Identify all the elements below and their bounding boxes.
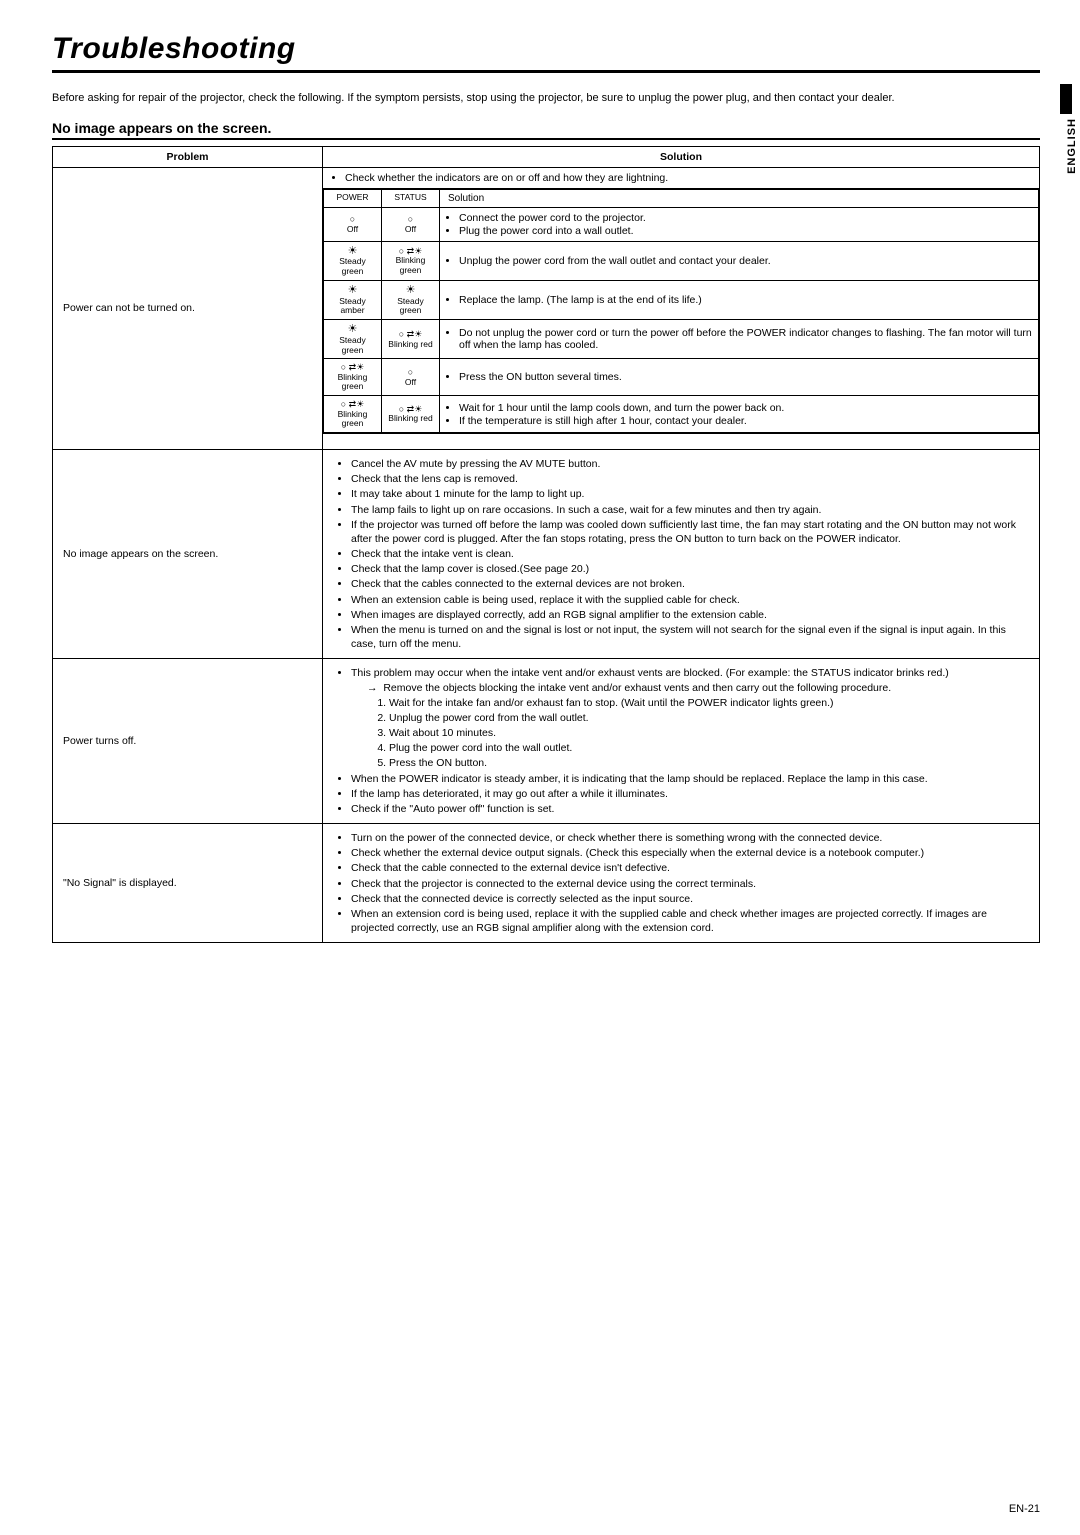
sol-r6-2: If the temperature is still high after 1… (459, 415, 1033, 427)
p4-i1: Turn on the power of the connected devic… (351, 831, 1029, 845)
ind-status-off: Off (382, 207, 440, 241)
ind-status-steadygreen: Steady green (382, 281, 440, 320)
solution-no-image: Cancel the AV mute by pressing the AV MU… (323, 450, 1040, 659)
hdr-status: STATUS (382, 189, 440, 207)
col-problem: Problem (53, 146, 323, 167)
p3-s5: Press the ON button. (389, 756, 1029, 770)
p3-s1: Wait for the intake fan and/or exhaust f… (389, 696, 1029, 710)
p3-b3: If the lamp has deteriorated, it may go … (351, 787, 1029, 801)
page-number: EN-21 (52, 1503, 1040, 1515)
sol-r6-1: Wait for 1 hour until the lamp cools dow… (459, 402, 1033, 414)
p2-i2: Check that the lens cap is removed. (351, 472, 1029, 486)
page-title: Troubleshooting (52, 32, 1040, 73)
hdr-power: POWER (324, 189, 382, 207)
p3-s4: Plug the power cord into the wall outlet… (389, 741, 1029, 755)
p4-i4: Check that the projector is connected to… (351, 877, 1029, 891)
sol-r2-1: Unplug the power cord from the wall outl… (459, 255, 1033, 267)
sol-do-not-unplug: Do not unplug the power cord or turn the… (440, 320, 1039, 359)
language-label: ENGLISH (1066, 118, 1078, 174)
p3-lead: This problem may occur when the intake v… (351, 666, 1029, 770)
p2-i4: The lamp fails to light up on rare occas… (351, 503, 1029, 517)
sol-r1-1: Connect the power cord to the projector. (459, 212, 1033, 224)
indicator-table: POWER STATUS Solution Off Off Connect th… (323, 189, 1039, 433)
sol-r4-1: Do not unplug the power cord or turn the… (459, 327, 1033, 351)
sol-wait-hour: Wait for 1 hour until the lamp cools dow… (440, 396, 1039, 433)
solution-no-signal: Turn on the power of the connected devic… (323, 824, 1040, 943)
sol-r1-2: Plug the power cord into a wall outlet. (459, 225, 1033, 237)
p2-i10: When images are displayed correctly, add… (351, 608, 1029, 622)
p4-i6: When an extension cord is being used, re… (351, 907, 1029, 935)
sol-unplug-dealer: Unplug the power cord from the wall outl… (440, 241, 1039, 280)
solution-power-off: This problem may occur when the intake v… (323, 659, 1040, 824)
sol-r3-1: Replace the lamp. (The lamp is at the en… (459, 294, 1033, 306)
p3-b2: When the POWER indicator is steady amber… (351, 772, 1029, 786)
p3-lead-text: This problem may occur when the intake v… (351, 667, 949, 679)
spacer (323, 434, 1040, 450)
p2-i9: When an extension cable is being used, r… (351, 593, 1029, 607)
ind-power-steadyamber: Steady amber (324, 281, 382, 320)
side-accent-bar (1060, 84, 1072, 114)
p3-s2: Unplug the power cord from the wall outl… (389, 711, 1029, 725)
ind-status-off2: Off (382, 359, 440, 396)
ind-power-steadygreen2: Steady green (324, 320, 382, 359)
arrow-icon: → (367, 682, 383, 694)
col-solution: Solution (323, 146, 1040, 167)
ind-power-off: Off (324, 207, 382, 241)
p2-i11: When the menu is turned on and the signa… (351, 623, 1029, 651)
section-heading: No image appears on the screen. (52, 120, 1040, 140)
ind-status-blinkred: Blinking red (382, 320, 440, 359)
problem-no-image: No image appears on the screen. (53, 450, 323, 659)
sol-connect-cord: Connect the power cord to the projector.… (440, 207, 1039, 241)
p2-i3: It may take about 1 minute for the lamp … (351, 487, 1029, 501)
sol-replace-lamp: Replace the lamp. (The lamp is at the en… (440, 281, 1039, 320)
p4-i5: Check that the connected device is corre… (351, 892, 1029, 906)
p2-i1: Cancel the AV mute by pressing the AV MU… (351, 457, 1029, 471)
p4-i3: Check that the cable connected to the ex… (351, 861, 1029, 875)
p2-i7: Check that the lamp cover is closed.(See… (351, 562, 1029, 576)
p3-b4: Check if the "Auto power off" function i… (351, 802, 1029, 816)
p3-arrow-line: Remove the objects blocking the intake v… (383, 682, 891, 694)
problem-power-off: Power turns off. (53, 659, 323, 824)
p2-i5: If the projector was turned off before t… (351, 518, 1029, 546)
sol-r5-1: Press the ON button several times. (459, 371, 1033, 383)
troubleshooting-table: Problem Solution Power can not be turned… (52, 146, 1040, 943)
p4-i2: Check whether the external device output… (351, 846, 1029, 860)
p2-i8: Check that the cables connected to the e… (351, 577, 1029, 591)
sol-press-on: Press the ON button several times. (440, 359, 1039, 396)
check-indicators: Check whether the indicators are on or o… (345, 172, 1029, 184)
problem-no-signal: "No Signal" is displayed. (53, 824, 323, 943)
ind-status-blinkred2: Blinking red (382, 396, 440, 433)
ind-power-blinkgreen: Blinking green (324, 359, 382, 396)
ind-status-blinkgreen: Blinking green (382, 241, 440, 280)
intro-text: Before asking for repair of the projecto… (52, 91, 1040, 106)
p2-i6: Check that the intake vent is clean. (351, 547, 1029, 561)
p3-s3: Wait about 10 minutes. (389, 726, 1029, 740)
ind-power-blinkgreen2: Blinking green (324, 396, 382, 433)
indicator-check-text: Check whether the indicators are on or o… (323, 167, 1040, 188)
ind-power-steadygreen: Steady green (324, 241, 382, 280)
problem-power-on: Power can not be turned on. (53, 167, 323, 449)
hdr-inner-solution: Solution (440, 189, 1039, 207)
